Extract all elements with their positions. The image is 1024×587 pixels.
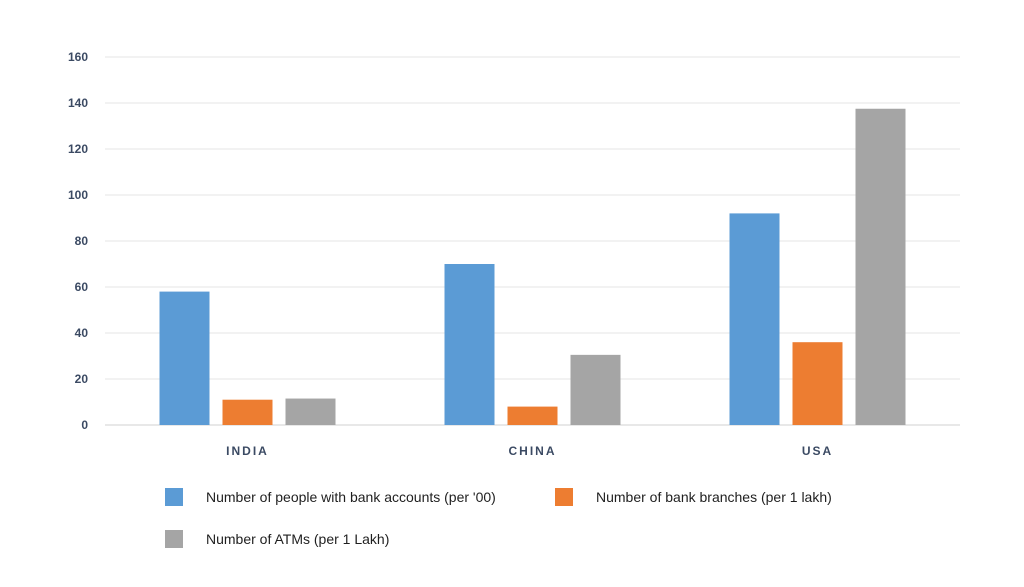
bar-china-series-3 [570,354,621,425]
legend: Number of people with bank accounts (per… [165,488,832,548]
bar-usa-series-1 [729,213,780,425]
bar-usa-series-3 [855,108,906,425]
x-tick-label: USA [802,444,833,458]
bar-india-series-1 [159,291,210,425]
legend-swatch [555,488,573,506]
legend-label: Number of people with bank accounts (per… [206,489,496,505]
legend-swatch [165,530,183,548]
bars [159,108,906,425]
y-tick-label: 40 [75,326,89,340]
x-tick-label: INDIA [226,444,269,458]
y-tick-label: 0 [81,418,88,432]
y-tick-label: 60 [75,280,89,294]
bar-china-series-1 [444,264,495,425]
y-tick-label: 100 [68,188,88,202]
legend-swatch [165,488,183,506]
bar-usa-series-2 [792,342,843,425]
x-tick-label: CHINA [509,444,557,458]
gridlines [105,56,960,426]
x-axis: INDIA CHINA USA [226,444,833,458]
y-tick-label: 160 [68,50,88,64]
legend-label: Number of bank branches (per 1 lakh) [596,489,832,505]
y-tick-label: 140 [68,96,88,110]
bar-china-series-2 [507,406,558,425]
y-tick-label: 80 [75,234,89,248]
y-tick-label: 20 [75,372,89,386]
bar-india-series-3 [285,398,336,425]
y-tick-label: 120 [68,142,88,156]
bar-india-series-2 [222,399,273,425]
y-axis: 0 20 40 60 80 100 120 140 160 [68,50,88,432]
legend-label: Number of ATMs (per 1 Lakh) [206,531,389,547]
